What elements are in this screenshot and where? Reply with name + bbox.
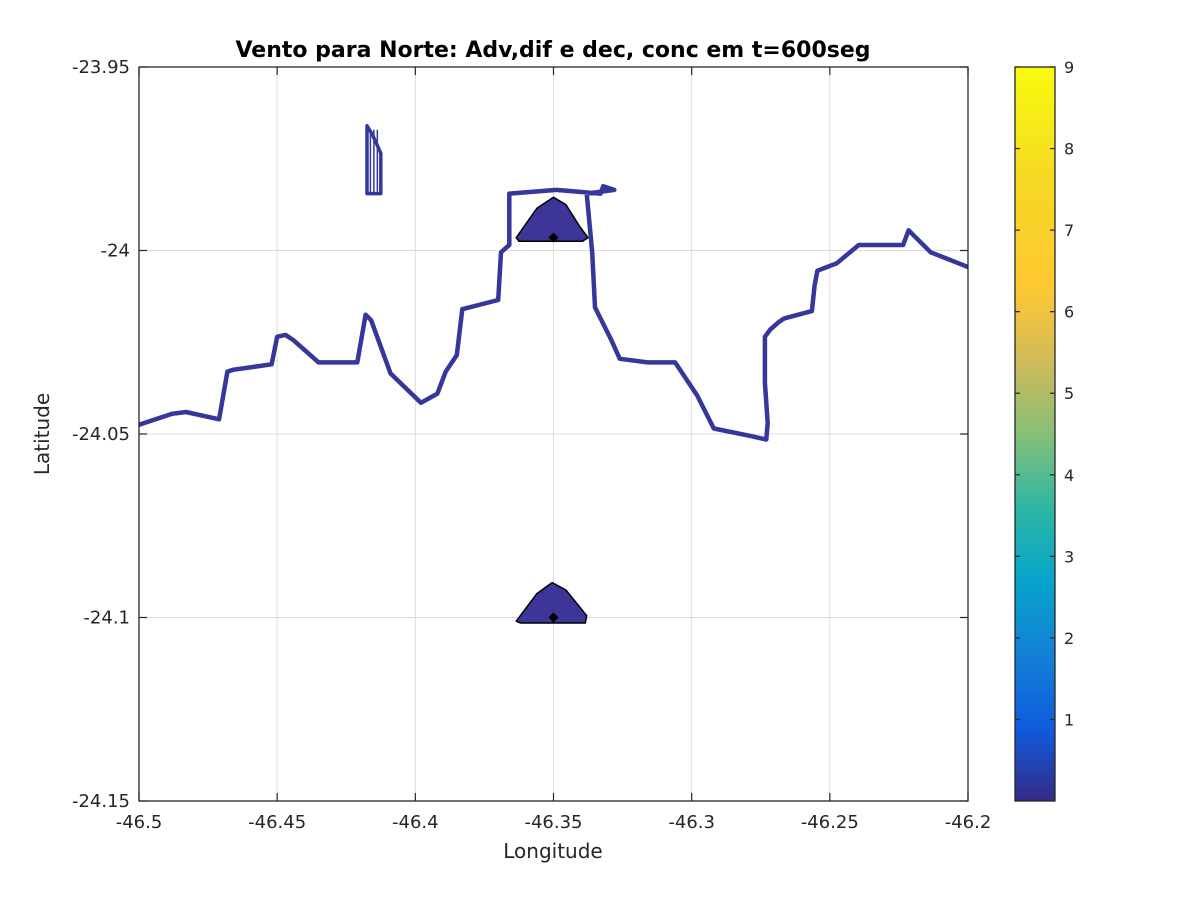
- colorbar-tick-label: 7: [1064, 221, 1074, 240]
- map-layer: [139, 123, 968, 624]
- colorbar-tick-label: 6: [1064, 303, 1074, 322]
- y-tick-label: -24.05: [72, 424, 130, 445]
- colorbar: 1 2 3 4 5 6 7 8 9: [1014, 58, 1074, 802]
- colorbar-tick-label: 3: [1064, 547, 1074, 566]
- y-tick-label: -23.95: [72, 57, 130, 78]
- colorbar-gradient: [1014, 66, 1056, 802]
- x-tick-label: -46.35: [524, 812, 582, 833]
- coastline: [139, 184, 968, 442]
- colorbar-tick-label: 1: [1064, 710, 1074, 729]
- x-axis-label: Longitude: [503, 839, 602, 863]
- x-tick-label: -46.45: [248, 812, 306, 833]
- colorbar-tick-label: 9: [1064, 58, 1074, 77]
- island-outline: [365, 123, 383, 196]
- x-tick-label: -46.3: [668, 812, 715, 833]
- y-tick-label: -24.1: [83, 608, 130, 629]
- source-point: [548, 612, 559, 623]
- y-tick-label: -24: [101, 241, 130, 262]
- x-tick-label: -46.5: [116, 812, 163, 833]
- colorbar-tick-label: 4: [1064, 466, 1074, 485]
- source-point: [548, 232, 559, 243]
- concentration-plume: [515, 581, 588, 624]
- x-tick-label: -46.2: [945, 812, 992, 833]
- y-axis-label: Latitude: [30, 393, 54, 475]
- y-tick-label: -24.15: [72, 791, 130, 812]
- colorbar-tick-label: 8: [1064, 140, 1074, 159]
- colorbar-tick-label: 2: [1064, 629, 1074, 648]
- x-tick-label: -46.25: [801, 812, 859, 833]
- axis-ticks: -46.5 -46.45 -46.4 -46.35 -46.3 -46.25 -46.2 -2…: [72, 57, 991, 833]
- x-tick-label: -46.4: [392, 812, 439, 833]
- concentration-plume: [515, 196, 589, 243]
- colorbar-tick-label: 5: [1064, 384, 1074, 403]
- chart-title: Vento para Norte: Adv,dif e dec, conc em…: [235, 38, 870, 63]
